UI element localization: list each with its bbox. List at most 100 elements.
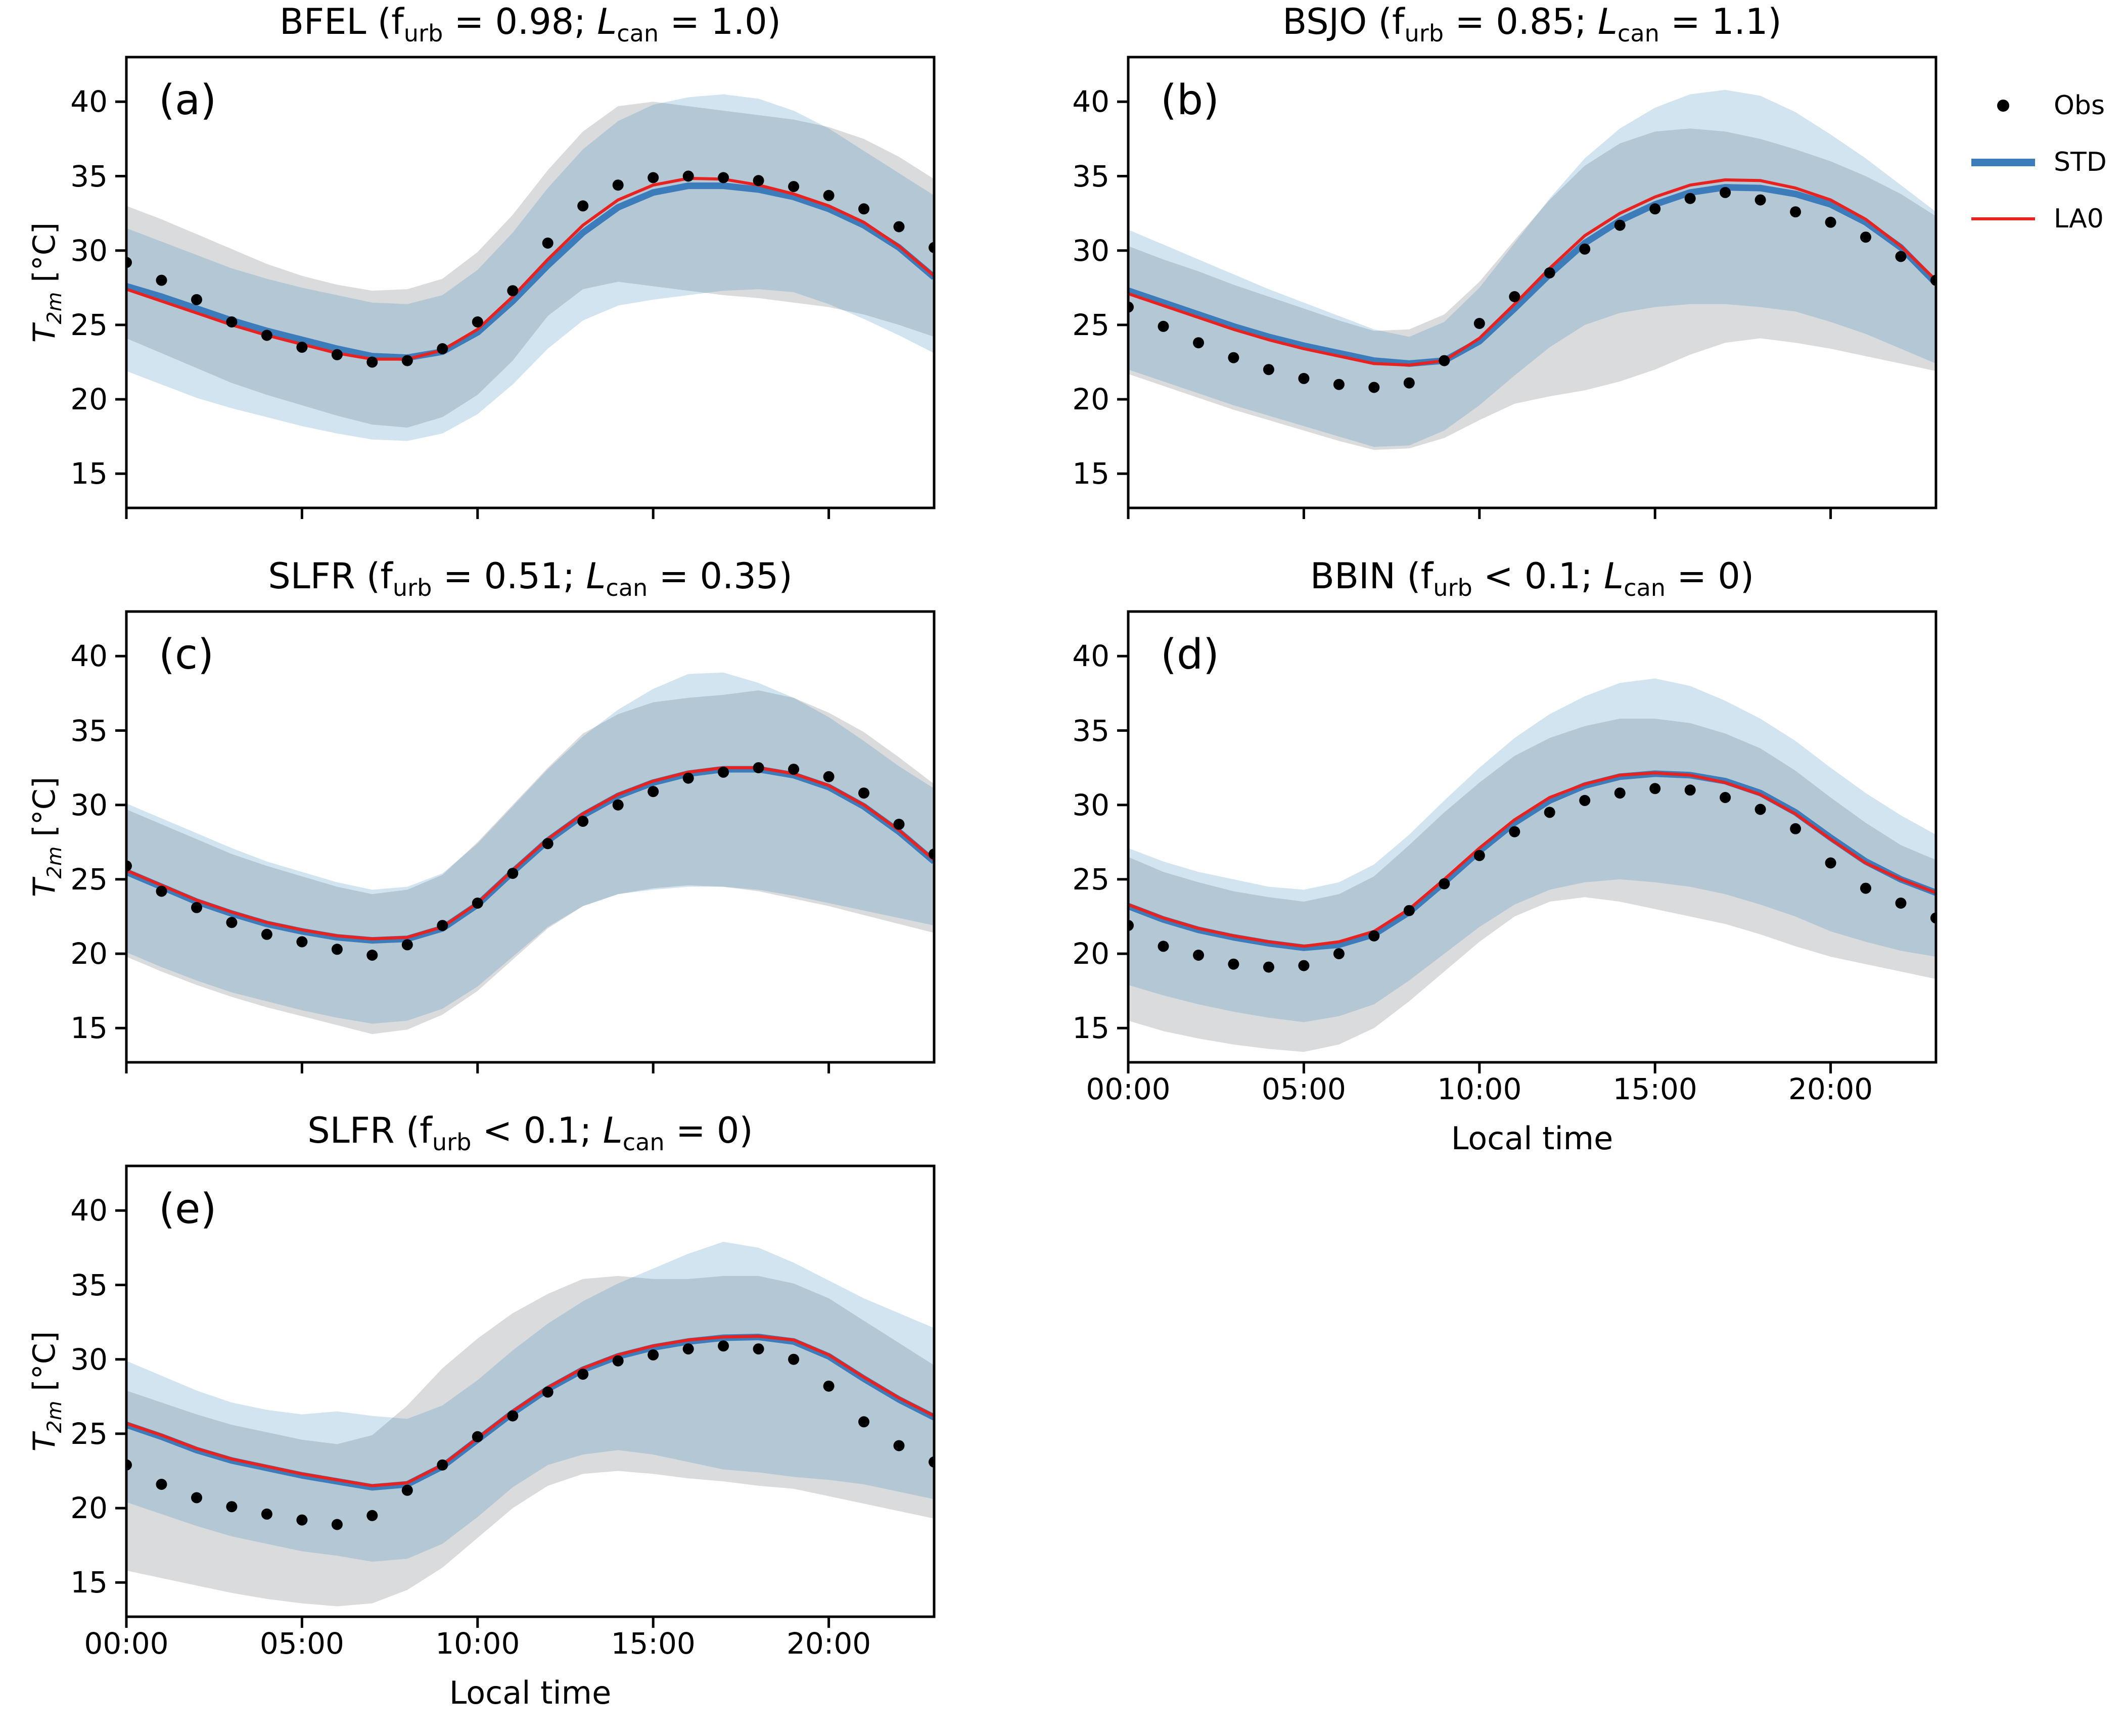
y-tick-label: 25 [1072,862,1110,897]
y-tick-label: 40 [1072,639,1110,674]
y-tick-label: 35 [1072,159,1110,194]
axis-ticks [115,1209,830,1628]
y-tick-label: 40 [70,639,108,674]
y-tick-label: 15 [1072,1011,1110,1046]
x-tick-label: 15:00 [1612,1072,1697,1106]
y-tick-label: 30 [70,1342,108,1377]
y-tick-label: 20 [70,382,108,417]
y-tick-label: 30 [1072,787,1110,822]
plot-area-c [115,610,936,1073]
plot-area-a [115,56,936,519]
panel-title-b: BSJO (furb = 0.85; Lcan = 1.1) [1282,1,1782,47]
legend-label-la0: LA0 [2054,204,2104,234]
y-tick-label: 25 [70,307,108,342]
legend-item-obs: Obs [1968,90,2107,121]
axis-ticks [115,100,830,519]
y-axis-label: T2m [°C] [27,776,66,898]
y-tick-label: 40 [70,84,108,119]
model-spread-band [126,672,934,1024]
y-tick-label: 20 [70,936,108,971]
axes-spines [125,610,936,1064]
legend-label-obs: Obs [2054,90,2105,121]
y-axis-label: T2m [°C] [27,222,66,343]
x-axis-label: Local time [1451,1120,1613,1157]
y-tick-label: 35 [70,1268,108,1302]
panel-e: SLFR (furb < 0.1; Lcan = 0) (e) 15 20 25 30 3… [27,1110,936,1711]
std-line [126,182,934,361]
legend-label-std: STD [2054,147,2107,177]
x-tick-label: 00:00 [84,1626,169,1661]
y-tick-label: 30 [1072,233,1110,268]
y-tick-label: 30 [70,233,108,268]
obs-spread-band [126,1276,934,1607]
y-tick-label: 40 [1072,84,1110,119]
la0-line [1128,178,1936,367]
y-tick-label: 35 [70,713,108,748]
x-tick-label: 10:00 [1437,1072,1522,1106]
panel-letter-e: (e) [159,1185,217,1233]
y-tick-label: 15 [70,1011,108,1046]
x-tick-label: 05:00 [259,1626,344,1661]
panel-title-a: BFEL (furb = 0.98; Lcan = 1.0) [280,1,781,47]
plot-area-e [115,1164,936,1628]
obs-points [1128,783,1936,973]
y-tick-label: 25 [70,862,108,897]
x-tick-label: 00:00 [1086,1072,1171,1106]
panel-title-d: BBIN (furb < 0.1; Lcan = 0) [1310,555,1754,601]
std-marker-icon [1968,158,2039,166]
y-tick-label: 35 [70,159,108,194]
axes-spines [125,1164,936,1618]
obs-marker-icon [1968,100,2039,112]
std-line [1128,184,1936,367]
panel-title-e: SLFR (furb < 0.1; Lcan = 0) [307,1110,753,1156]
plot-area-b [1117,56,1937,519]
x-tick-label: 15:00 [611,1626,696,1661]
la0-line [126,1335,934,1487]
la0-line [126,766,934,941]
y-tick-label: 20 [1072,936,1110,971]
la0-line [126,176,934,361]
y-tick-label: 25 [70,1416,108,1451]
obs-points [126,170,934,368]
y-tick-label: 25 [1072,307,1110,342]
y-axis-label: T2m [°C] [27,1331,66,1452]
legend-item-la0: LA0 [1968,203,2107,234]
legend: Obs STD LA0 [1968,90,2107,234]
y-tick-label: 20 [1072,382,1110,417]
x-tick-label: 05:00 [1261,1072,1346,1106]
obs-points [1128,186,1936,393]
x-axis-label: Local time [449,1674,612,1711]
obs-points [126,1340,934,1530]
axes-spines [1127,610,1937,1064]
y-tick-label: 35 [1072,713,1110,748]
axis-ticks [115,654,830,1073]
la0-marker-icon [1968,217,2039,220]
x-tick-label: 20:00 [786,1626,871,1661]
y-tick-label: 15 [1072,456,1110,491]
panel-b: BSJO (furb = 0.85; Lcan = 1.1) (b) 15 20 25… [1072,1,1937,519]
panel-letter-d: (d) [1161,631,1220,679]
panel-title-c: SLFR (furb = 0.51; Lcan = 0.35) [268,555,793,601]
y-tick-label: 15 [70,1565,108,1600]
la0-line [1128,771,1936,948]
plot-area-d [1117,610,1937,1073]
panel-c: SLFR (furb = 0.51; Lcan = 0.35) (c) 15 20 2… [27,555,936,1073]
panel-a: BFEL (furb = 0.98; Lcan = 1.0) (a) 15 20 25… [27,1,936,519]
y-tick-label: 15 [70,456,108,491]
panel-letter-b: (b) [1161,76,1220,124]
x-tick-label: 20:00 [1788,1072,1873,1106]
panel-d: BBIN (furb < 0.1; Lcan = 0) (d) 15 20 25 30 3… [1072,555,1937,1156]
axes-spines [1127,56,1937,509]
obs-spread-band [1128,719,1936,1052]
panel-letter-c: (c) [159,631,214,679]
x-tick-label: 10:00 [435,1626,520,1661]
axis-ticks [1117,100,1832,519]
y-tick-label: 30 [70,787,108,822]
panel-letter-a: (a) [159,76,217,124]
obs-points [126,762,934,961]
axes-spines [125,56,936,509]
y-tick-label: 20 [70,1491,108,1526]
axis-ticks [1117,654,1832,1073]
y-tick-label: 40 [70,1193,108,1228]
